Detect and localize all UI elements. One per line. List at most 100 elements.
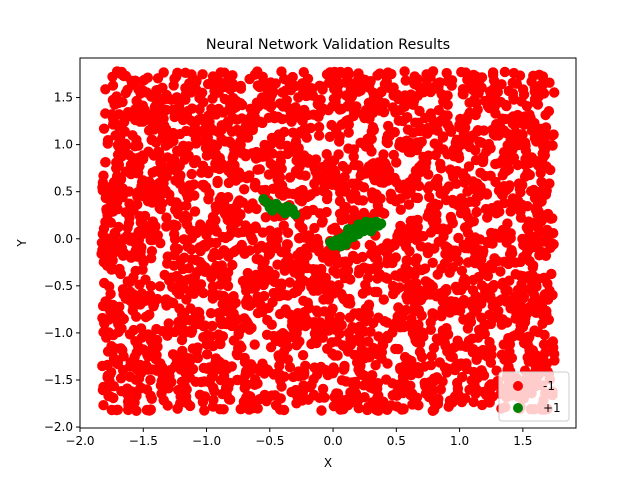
data-point-negative — [278, 185, 290, 196]
data-point-negative — [414, 346, 426, 358]
data-point-negative — [391, 157, 402, 168]
data-point-negative — [161, 89, 172, 101]
data-point-negative — [438, 231, 449, 242]
data-point-negative — [241, 130, 252, 141]
data-point-negative — [376, 86, 387, 97]
data-point-negative — [362, 272, 374, 284]
data-point-negative — [322, 343, 333, 354]
data-point-negative — [490, 108, 501, 119]
data-point-negative — [111, 303, 123, 314]
data-point-negative — [254, 164, 265, 175]
data-point-negative — [112, 358, 124, 370]
data-point-negative — [422, 183, 434, 194]
data-point-negative — [181, 294, 192, 305]
data-point-negative — [539, 329, 550, 341]
data-point-negative — [122, 396, 134, 407]
data-point-negative — [468, 302, 480, 313]
x-tick-label: −0.5 — [255, 434, 284, 448]
data-point-negative — [173, 384, 184, 396]
data-point-negative — [507, 77, 518, 89]
data-point-negative — [125, 357, 136, 368]
data-point-negative — [409, 285, 420, 297]
data-point-negative — [524, 109, 535, 120]
data-point-negative — [282, 307, 293, 319]
data-point-negative — [219, 305, 231, 317]
data-point-negative — [472, 292, 483, 303]
data-point-negative — [513, 286, 524, 298]
data-point-negative — [228, 219, 239, 231]
data-point-negative — [227, 259, 238, 271]
data-point-negative — [497, 190, 508, 201]
data-point-negative — [233, 167, 245, 178]
data-point-negative — [276, 66, 287, 77]
data-point-negative — [178, 283, 190, 294]
data-point-negative — [549, 87, 560, 98]
data-point-negative — [268, 110, 279, 122]
data-point-negative — [299, 104, 310, 116]
data-point-negative — [457, 371, 468, 383]
data-point-negative — [445, 351, 456, 362]
data-point-negative — [464, 384, 475, 395]
data-point-negative — [128, 324, 139, 336]
data-point-negative — [433, 105, 444, 116]
data-point-negative — [464, 134, 475, 146]
data-point-negative — [98, 123, 110, 134]
data-point-negative — [446, 296, 457, 307]
data-point-negative — [186, 244, 197, 255]
data-point-negative — [471, 354, 482, 365]
data-point-negative — [217, 388, 228, 400]
data-point-negative — [149, 195, 161, 206]
data-point-negative — [387, 327, 398, 338]
data-point-negative — [522, 201, 533, 212]
data-point-negative — [117, 345, 128, 356]
data-point-negative — [527, 345, 538, 356]
data-point-negative — [302, 250, 313, 261]
data-point-negative — [529, 86, 540, 97]
data-point-negative — [260, 99, 272, 110]
data-point-negative — [438, 144, 449, 155]
data-point-negative — [478, 125, 490, 136]
data-point-negative — [404, 246, 415, 257]
data-point-negative — [161, 300, 172, 311]
data-point-negative — [180, 94, 191, 105]
data-point-negative — [386, 68, 397, 80]
data-point-negative — [432, 269, 443, 280]
data-point-negative — [421, 288, 433, 299]
data-point-negative — [503, 85, 515, 97]
data-point-negative — [138, 75, 149, 86]
data-point-negative — [428, 373, 440, 384]
data-point-negative — [486, 349, 497, 361]
data-point-negative — [397, 371, 409, 382]
data-point-negative — [132, 191, 143, 202]
data-point-negative — [292, 283, 303, 295]
data-point-negative — [471, 346, 482, 357]
data-point-negative — [396, 267, 407, 279]
data-point-negative — [163, 383, 174, 394]
data-point-negative — [518, 239, 529, 251]
data-point-negative — [306, 338, 317, 350]
data-point-negative — [199, 320, 211, 331]
data-point-negative — [222, 76, 233, 88]
data-point-negative — [168, 164, 179, 175]
data-point-negative — [373, 260, 384, 271]
data-point-negative — [518, 251, 529, 263]
data-point-negative — [505, 206, 516, 217]
data-point-negative — [235, 98, 246, 109]
data-point-negative — [309, 178, 320, 189]
data-point-negative — [137, 150, 148, 161]
data-point-negative — [378, 107, 390, 118]
data-point-negative — [343, 127, 354, 138]
data-point-negative — [113, 185, 124, 196]
data-point-negative — [507, 331, 519, 342]
data-point-negative — [337, 291, 348, 302]
data-point-negative — [367, 370, 378, 381]
data-point-negative — [417, 83, 428, 94]
data-point-negative — [268, 167, 279, 178]
data-point-negative — [378, 294, 389, 305]
data-point-negative — [488, 279, 500, 291]
data-point-negative — [313, 121, 325, 133]
data-point-negative — [109, 99, 120, 110]
data-point-negative — [187, 127, 198, 138]
data-point-negative — [126, 250, 137, 261]
data-point-negative — [172, 243, 184, 255]
